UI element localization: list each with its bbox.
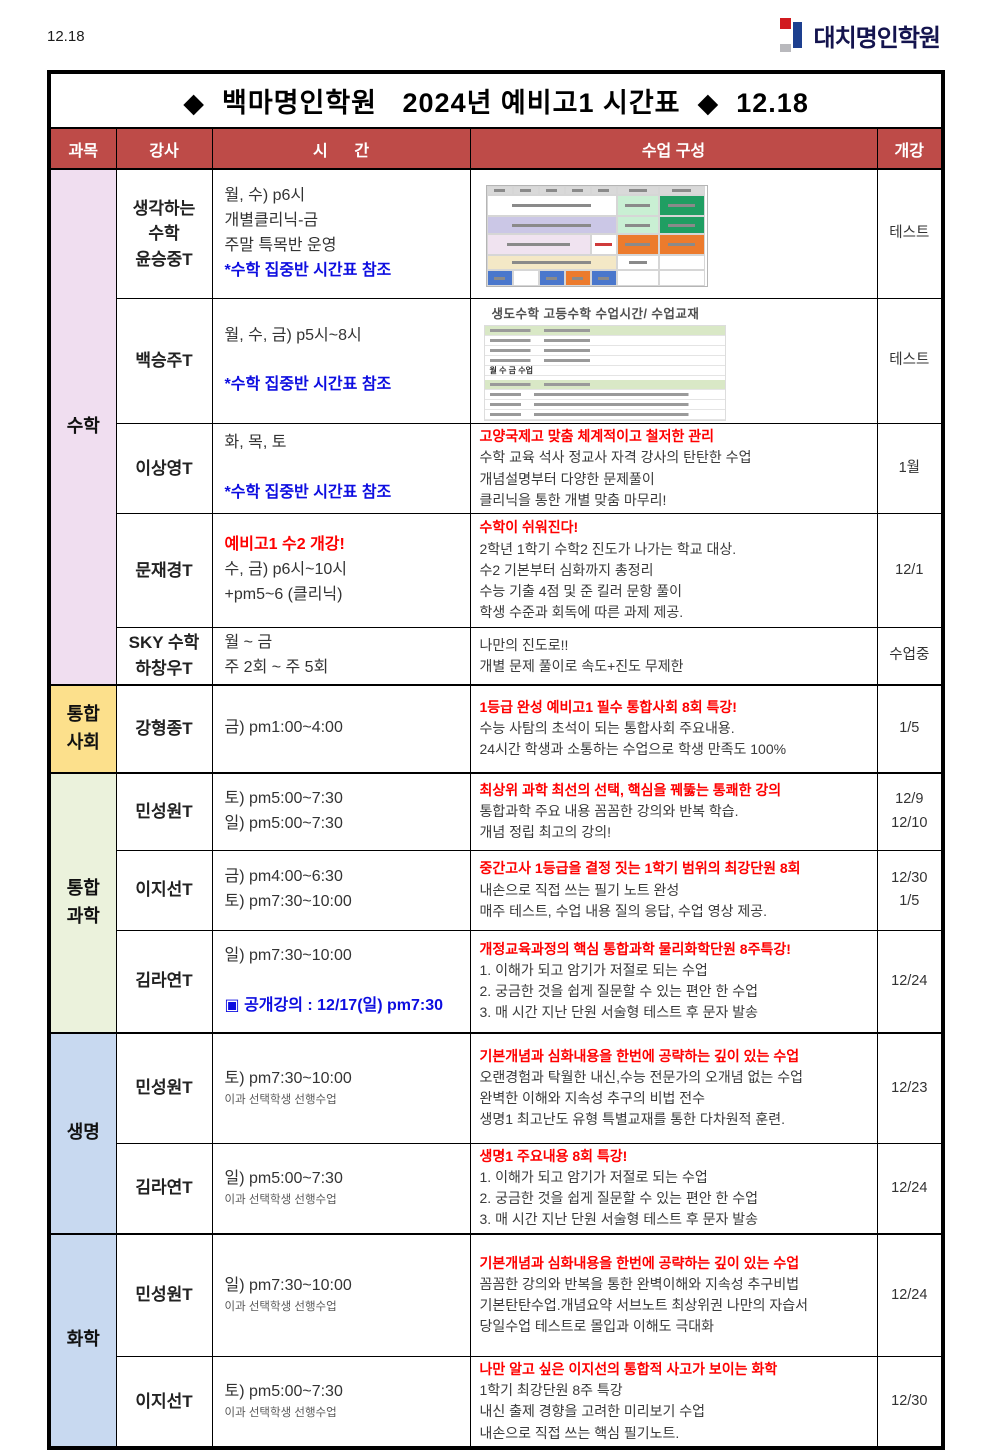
- start-cell: 12/30 1/5: [876, 849, 944, 931]
- table-row: 이지선T 금) pm4:00~6:30 토) pm7:30~10:00 중간고사 …: [49, 849, 944, 931]
- time-cell: 일) pm5:00~7:30 이과 선택학생 선행수업: [211, 1142, 471, 1235]
- column-header-composition: 수업 구성: [469, 127, 878, 170]
- subject-cell-social: 통합 사회: [48, 683, 117, 774]
- instructor-cell: 민성원T: [115, 1031, 213, 1144]
- embedded-image-title: 생도수학 고등수학 수업시간/ 수업교재: [491, 307, 700, 321]
- subject-cell-chemistry: 화학: [48, 1232, 117, 1449]
- instructor-cell: 생각하는 수학 윤승중T: [115, 168, 213, 299]
- table-row: 김라연T 일) pm5:00~7:30 이과 선택학생 선행수업 생명1 주요내용…: [49, 1142, 944, 1235]
- time-cell: 금) pm4:00~6:30 토) pm7:30~10:00: [211, 849, 471, 931]
- time-cell: 토) pm5:00~7:30 일) pm5:00~7:30: [211, 771, 471, 851]
- subject-cell-science: 통합 과학: [48, 771, 117, 1034]
- embedded-image-bold-row: 월 수 금 수업: [484, 366, 725, 376]
- start-cell: 테스트: [876, 168, 944, 299]
- time-cell: 금) pm1:00~4:00: [211, 683, 471, 774]
- table-row: 김라연T 일) pm7:30~10:00 ▣ 공개강의 : 12/17(일) p…: [49, 929, 944, 1034]
- timetable: ◆ 백마명인학원 2024년 예비고1 시간표 ◆ 12.18 과목 강사 시 …: [47, 70, 946, 1450]
- start-cell: 12/1: [876, 513, 944, 629]
- instructor-cell: 민성원T: [115, 1232, 213, 1357]
- academy-logo: 대치명인학원: [779, 18, 941, 52]
- column-header-time: 시 간: [211, 127, 471, 170]
- instructor-cell: SKY 수학 하창우T: [115, 627, 213, 686]
- time-cell: 예비고1 수2 개강! 수, 금) p6시~10시 +pm5~6 (클리닉): [211, 513, 471, 629]
- composition-cell: [469, 168, 878, 299]
- subject-cell-biology: 생명: [48, 1031, 117, 1235]
- start-cell: 12/24: [876, 1232, 944, 1357]
- academy-logo-icon: [779, 18, 807, 52]
- composition-cell: 기본개념과 심화내용을 한번에 공략하는 깊이 있는 수업 꼼꼼한 강의와 반복을…: [469, 1232, 878, 1357]
- time-cell: 화, 목, 토 *수학 집중반 시간표 참조: [211, 422, 471, 515]
- instructor-cell: 백승주T: [115, 298, 213, 424]
- start-cell: 1월: [876, 422, 944, 515]
- instructor-cell: 이지선T: [115, 849, 213, 931]
- instructor-cell: 강형종T: [115, 683, 213, 774]
- time-cell: 월, 수) p6시 개별클리닉-금 주말 특목반 운영 *수학 집중반 시간표 참조: [211, 168, 471, 299]
- composition-cell: 생명1 주요내용 8회 특강! 1. 이해가 되고 암기가 저절로 되는 수업 2.…: [469, 1142, 878, 1235]
- composition-cell: 고양국제고 맞춤 체계적이고 철저한 관리 수학 교육 석사 정교사 자격 강사의…: [469, 422, 878, 515]
- time-cell: 토) pm5:00~7:30 이과 선택학생 선행수업: [211, 1355, 471, 1449]
- start-cell: 12/23: [876, 1031, 944, 1144]
- start-cell: 테스트: [876, 298, 944, 424]
- table-row: 백승주T 월, 수, 금) p5시~8시 *수학 집중반 시간표 참조 생도수학…: [49, 298, 944, 424]
- table-row: 수학 생각하는 수학 윤승중T 월, 수) p6시 개별클리닉-금 주말 특목반 운영…: [48, 168, 944, 686]
- table-row: 화학 민성원T 일) pm7:30~10:00 이과 선택학생 선행수업 기본개념…: [48, 1232, 944, 1449]
- time-cell: 일) pm7:30~10:00 ▣ 공개강의 : 12/17(일) pm7:30: [211, 929, 471, 1034]
- header-row: 과목 강사 시 간 수업 구성 개강: [48, 127, 944, 170]
- composition-cell: 개정교육과정의 핵심 통합과학 물리화학단원 8주특강! 1. 이해가 되고 암기…: [469, 929, 878, 1034]
- start-cell: 12/24: [876, 1142, 944, 1235]
- corner-date: 12.18: [47, 28, 85, 45]
- start-cell: 12/9 12/10: [876, 771, 944, 851]
- academy-logo-text: 대치명인학원: [813, 24, 941, 52]
- composition-cell: 1등급 완성 예비고1 필수 통합사회 8회 특강! 수능 사탐의 초석이 되는 …: [469, 683, 878, 774]
- column-header-start: 개강: [876, 127, 944, 170]
- composition-cell: 나만 알고 싶은 이지선의 통합적 사고가 보이는 화학 1학기 최강단원 8주 …: [469, 1355, 878, 1449]
- subject-cell-math: 수학: [48, 168, 117, 686]
- table-row: 통합 사회 강형종T 금) pm1:00~4:00 1등급 완성 예비고1 필수…: [48, 683, 944, 774]
- composition-cell: 수학이 쉬워진다! 2학년 1학기 수학2 진도가 나가는 학교 대상. 수2 기본…: [469, 513, 878, 629]
- column-header-instructor: 강사: [115, 127, 213, 170]
- table-row: 이상영T 화, 목, 토 *수학 집중반 시간표 참조 고양국제고 맞춤 체계적…: [49, 422, 944, 515]
- page-title: ◆ 백마명인학원 2024년 예비고1 시간표 ◆ 12.18: [48, 71, 944, 129]
- composition-cell: 최상위 과학 최선의 선택, 핵심을 꿰뚫는 통쾌한 강의 통합과학 주요 내용 …: [469, 771, 878, 851]
- instructor-cell: 이상영T: [115, 422, 213, 515]
- table-row: 생명 민성원T 토) pm7:30~10:00 이과 선택학생 선행수업 기본개념…: [48, 1031, 944, 1235]
- title-row: ◆ 백마명인학원 2024년 예비고1 시간표 ◆ 12.18: [48, 71, 944, 129]
- start-cell: 12/24: [876, 929, 944, 1034]
- table-row: 이지선T 토) pm5:00~7:30 이과 선택학생 선행수업 나만 알고 싶은…: [49, 1355, 944, 1449]
- time-cell: 월, 수, 금) p5시~8시 *수학 집중반 시간표 참조: [211, 298, 471, 424]
- time-cell: 토) pm7:30~10:00 이과 선택학생 선행수업: [211, 1031, 471, 1144]
- composition-cell: 중간고사 1등급을 결정 짓는 1학기 범위의 최강단원 8회 내손으로 직접 쓰…: [469, 849, 878, 931]
- start-cell: 12/30: [876, 1355, 944, 1449]
- embedded-class-info-image: 생도수학 고등수학 수업시간/ 수업교재 월 수 금 수업: [483, 303, 726, 421]
- instructor-cell: 김라연T: [115, 929, 213, 1034]
- composition-cell: 기본개념과 심화내용을 한번에 공략하는 깊이 있는 수업 오랜경험과 탁월한 내…: [469, 1031, 878, 1144]
- composition-cell: 생도수학 고등수학 수업시간/ 수업교재 월 수 금 수업: [469, 298, 878, 424]
- start-cell: 수업중: [876, 627, 944, 686]
- instructor-cell: 민성원T: [115, 771, 213, 851]
- composition-cell: 나만의 진도로!! 개별 문제 풀이로 속도+진도 무제한: [469, 627, 878, 686]
- time-cell: 일) pm7:30~10:00 이과 선택학생 선행수업: [211, 1232, 471, 1357]
- instructor-cell: 문재경T: [115, 513, 213, 629]
- embedded-weekly-timetable-image: [485, 185, 708, 287]
- instructor-cell: 이지선T: [115, 1355, 213, 1449]
- instructor-cell: 김라연T: [115, 1142, 213, 1235]
- column-header-subject: 과목: [48, 127, 117, 170]
- table-row: 통합 과학 민성원T 토) pm5:00~7:30 일) pm5:00~7:30 …: [48, 771, 944, 1034]
- table-row: 문재경T 예비고1 수2 개강! 수, 금) p6시~10시 +pm5~6 (클리닉…: [49, 513, 944, 629]
- start-cell: 1/5: [876, 683, 944, 774]
